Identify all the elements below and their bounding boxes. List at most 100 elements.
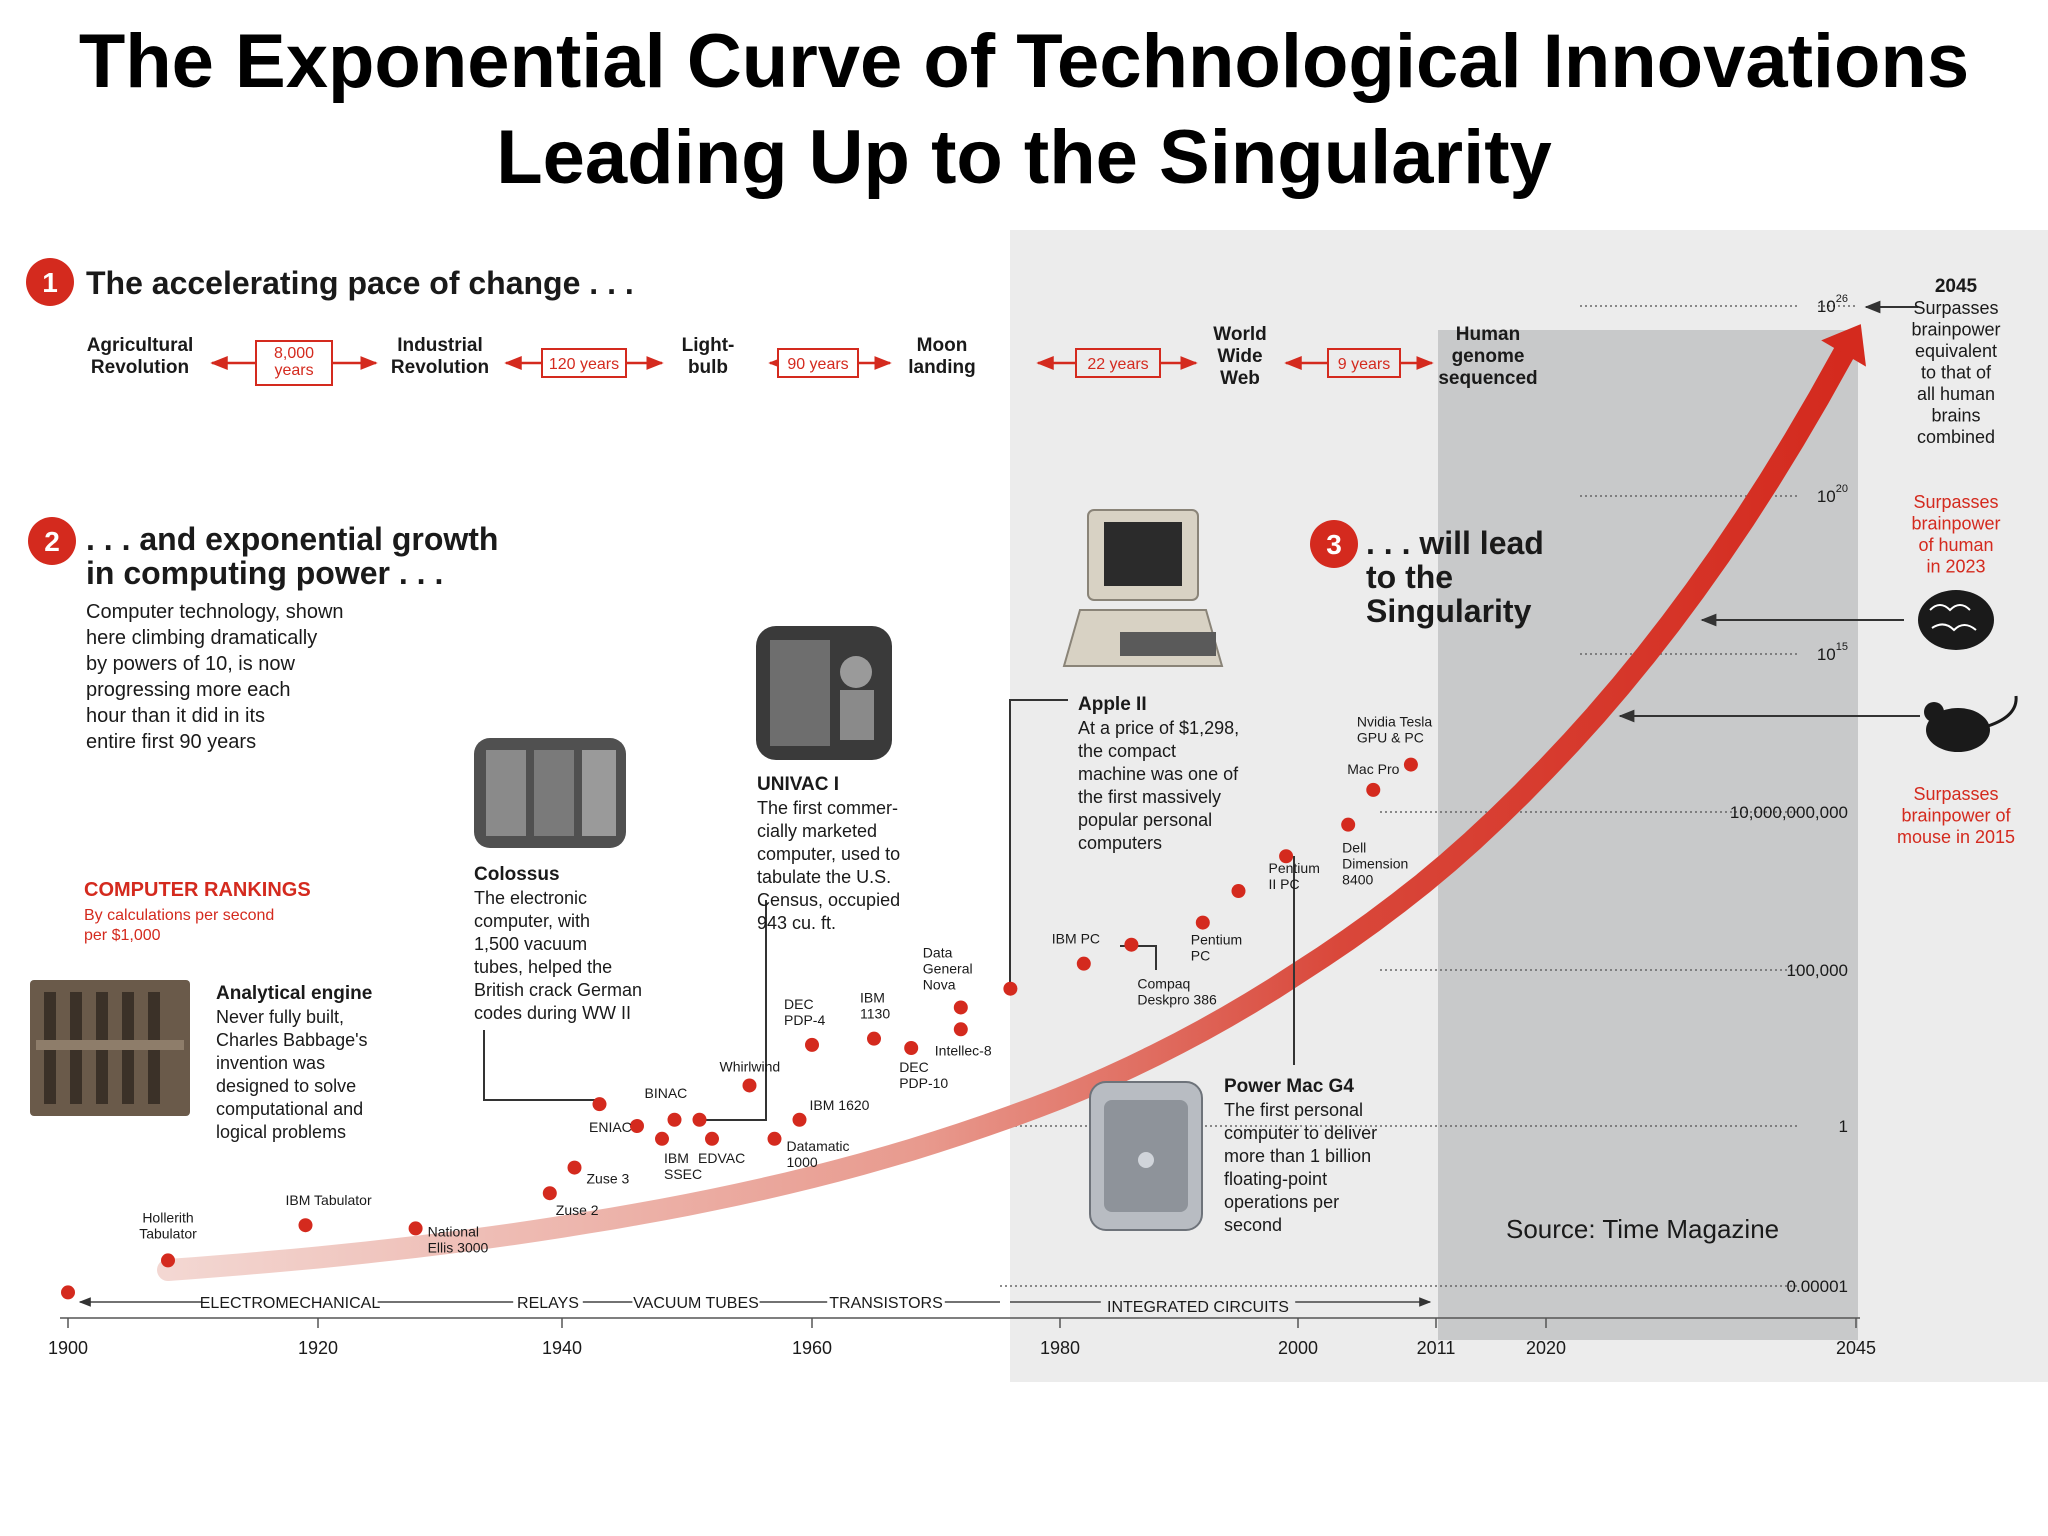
data-point xyxy=(1124,937,1139,952)
annotation-2045-text: brainpower xyxy=(1911,320,2000,340)
timeline-gap-box xyxy=(255,340,333,386)
section3-number: 3 xyxy=(1326,529,1342,560)
timeline-gap-label: years xyxy=(274,362,313,379)
x-axis-ticks: 1900 1920 1940 1960 1980 2000 2011 2020 2045 xyxy=(48,1317,1876,1358)
point-label: Datamatic 1000 xyxy=(787,1138,850,1170)
timeline-event-label: Wide xyxy=(1217,346,1262,367)
leader-apple2 xyxy=(1009,699,1068,990)
point-label: Zuse 3 xyxy=(587,1171,630,1187)
era-label: TRANSISTORS xyxy=(829,1295,943,1312)
x-tick-label: 2045 xyxy=(1836,1338,1876,1358)
timeline-gap-label: 9 years xyxy=(1338,356,1390,373)
timeline-event-label: bulb xyxy=(688,357,728,378)
era-label-bg xyxy=(513,1291,583,1311)
timeline-event-label: Agricultural xyxy=(87,335,194,356)
point-label: ENIAC xyxy=(589,1119,632,1135)
section2-body-line: Computer technology, shown xyxy=(86,601,344,623)
section2-title-line-2: in computing power . . . xyxy=(86,555,443,591)
data-point xyxy=(792,1112,807,1127)
era-label-bg xyxy=(632,1291,760,1311)
data-point xyxy=(408,1221,423,1236)
data-point xyxy=(692,1112,707,1127)
point-label: IBM 1130 xyxy=(860,990,890,1022)
callout-body-apple2: the first massively xyxy=(1078,787,1221,807)
point-label: IBM PC xyxy=(1052,931,1100,947)
data-point xyxy=(1003,981,1018,996)
data-point xyxy=(1403,757,1418,772)
annotation-mouse-text: Surpasses xyxy=(1913,784,1998,804)
section2-number: 2 xyxy=(44,526,60,557)
point-label: Zuse 2 xyxy=(556,1202,599,1218)
data-point xyxy=(742,1078,757,1093)
x-tick-label: 2011 xyxy=(1417,1338,1456,1358)
brain-icon xyxy=(1918,590,1994,650)
annotation-mouse-text: brainpower of xyxy=(1901,806,2011,826)
timeline-row: AgriculturalRevolutionIndustrialRevoluti… xyxy=(87,324,1538,389)
callout-title-powermac: Power Mac G4 xyxy=(1224,1076,1354,1097)
y-tick-label: 100,000 xyxy=(1787,961,1848,980)
section3-title-line-3: Singularity xyxy=(1366,593,1532,629)
annotation-human-text: brainpower xyxy=(1911,514,2000,534)
callout-body-colossus: 1,500 vacuum xyxy=(474,934,587,954)
timeline-gap-box xyxy=(1075,348,1161,378)
data-point xyxy=(161,1253,175,1268)
data-point xyxy=(767,1131,782,1146)
callout-body-univac: computer, used to xyxy=(757,844,900,864)
callout-body-univac: The first commer- xyxy=(757,798,898,818)
section2-body-line: here climbing dramatically xyxy=(86,627,317,649)
callout-body-analytical_engine: Never fully built, xyxy=(216,1007,344,1027)
analytical-engine-image xyxy=(30,980,190,1116)
callout-body-powermac: operations per xyxy=(1224,1192,1339,1212)
callout-title-colossus: Colossus xyxy=(474,864,560,885)
timeline-gap-label: 120 years xyxy=(549,356,619,373)
tech-era-band: ELECTROMECHANICAL RELAYS VACUUM TUBES TRANS… xyxy=(78,1291,1432,1316)
callout-body-univac: Census, occupied xyxy=(757,890,900,910)
point-label: Hollerith Tabulator xyxy=(139,1209,197,1241)
callout-body-analytical_engine: computational and xyxy=(216,1099,363,1119)
x-tick-label: 1960 xyxy=(792,1338,832,1358)
point-label: Data General Nova xyxy=(923,944,973,992)
era-label-bg xyxy=(827,1291,945,1311)
callout-body-univac: 943 cu. ft. xyxy=(757,913,836,933)
y-tick-label: 1026 xyxy=(1817,293,1848,316)
timeline-event-label: World xyxy=(1213,324,1266,345)
leader-univac xyxy=(696,900,767,1121)
x-tick-label: 2020 xyxy=(1526,1338,1566,1358)
annotation-2045-text: combined xyxy=(1917,427,1995,447)
gridlines xyxy=(1000,305,1858,1287)
section3-title-line-1: . . . will lead xyxy=(1366,525,1544,561)
page-title-line-2: Leading Up to the Singularity xyxy=(496,115,1552,200)
annotation-human-text: of human xyxy=(1918,535,1993,555)
timeline-event-label: Light- xyxy=(682,335,735,356)
timeline-event-label: Moon xyxy=(917,335,968,356)
rankings-subtitle-line-1: By calculations per second xyxy=(84,907,274,924)
era-label: INTEGRATED CIRCUITS xyxy=(1107,1299,1289,1316)
annotation-mouse-text: mouse in 2015 xyxy=(1897,827,2015,847)
data-point xyxy=(805,1037,819,1052)
timeline-gap-box xyxy=(541,348,627,378)
data-point xyxy=(567,1160,582,1175)
era-label-bg xyxy=(1100,1295,1296,1315)
section2-body-line: progressing more each xyxy=(86,679,291,701)
x-tick-label: 1940 xyxy=(542,1338,582,1358)
point-label: Intellec-8 xyxy=(935,1042,992,1058)
annotation-2045-text: brains xyxy=(1931,406,1980,426)
callout-body-apple2: computers xyxy=(1078,833,1162,853)
timeline-event-label: Human xyxy=(1456,324,1520,345)
point-label: DEC PDP-10 xyxy=(899,1059,948,1091)
era-label-bg xyxy=(202,1291,378,1311)
point-label: DEC PDP-4 xyxy=(784,996,825,1028)
data-point xyxy=(630,1119,644,1133)
annotation-2045-text: Surpasses xyxy=(1913,298,1998,318)
timeline-gap-box xyxy=(1327,348,1401,378)
source-credit: Source: Time Magazine xyxy=(1506,1214,1779,1244)
y-tick-label: 1020 xyxy=(1817,483,1848,506)
point-label: Dell Dimension 8400 xyxy=(1342,840,1408,888)
timeline-event-label: sequenced xyxy=(1438,368,1537,389)
future-shaded-region xyxy=(1438,330,1858,1340)
callout-body-analytical_engine: logical problems xyxy=(216,1122,346,1142)
callout-body-powermac: more than 1 billion xyxy=(1224,1146,1371,1166)
y-tick-label: 1015 xyxy=(1817,641,1848,664)
era-label: RELAYS xyxy=(517,1295,579,1312)
timeline-gap-label: 90 years xyxy=(787,356,848,373)
